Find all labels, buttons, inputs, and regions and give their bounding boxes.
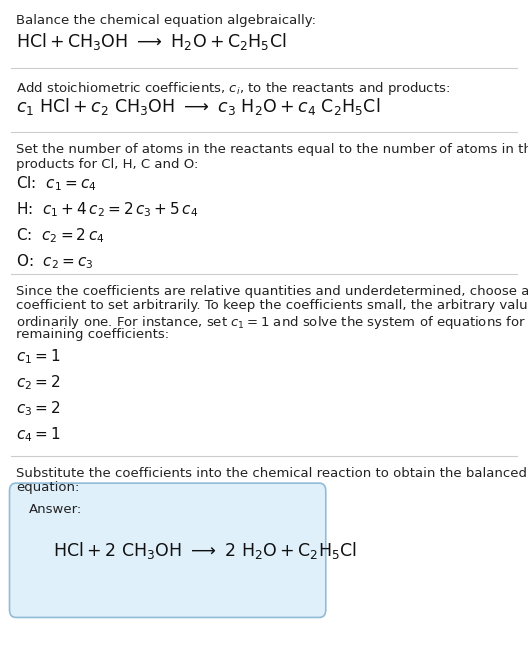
Text: remaining coefficients:: remaining coefficients: — [16, 328, 169, 341]
Text: equation:: equation: — [16, 481, 79, 494]
Text: Since the coefficients are relative quantities and underdetermined, choose a: Since the coefficients are relative quan… — [16, 285, 528, 298]
Text: coefficient to set arbitrarily. To keep the coefficients small, the arbitrary va: coefficient to set arbitrarily. To keep … — [16, 299, 528, 312]
Text: products for Cl, H, C and O:: products for Cl, H, C and O: — [16, 158, 198, 171]
Text: Set the number of atoms in the reactants equal to the number of atoms in the: Set the number of atoms in the reactants… — [16, 143, 528, 156]
Text: H:  $c_1 + 4\,c_2 = 2\,c_3 + 5\,c_4$: H: $c_1 + 4\,c_2 = 2\,c_3 + 5\,c_4$ — [16, 200, 198, 219]
FancyBboxPatch shape — [10, 483, 326, 617]
Text: $c_2 = 2$: $c_2 = 2$ — [16, 373, 60, 392]
Text: $c_1 = 1$: $c_1 = 1$ — [16, 347, 60, 366]
Text: Add stoichiometric coefficients, $c_i$, to the reactants and products:: Add stoichiometric coefficients, $c_i$, … — [16, 80, 450, 96]
Text: $\mathrm{HCl + CH_3OH\ \longrightarrow\ H_2O + C_2H_5Cl}$: $\mathrm{HCl + CH_3OH\ \longrightarrow\ … — [16, 31, 286, 52]
Text: $\mathrm{HCl + 2\ CH_3OH\ \longrightarrow\ 2\ H_2O + C_2H_5Cl}$: $\mathrm{HCl + 2\ CH_3OH\ \longrightarro… — [53, 540, 357, 561]
Text: O:  $c_2 = c_3$: O: $c_2 = c_3$ — [16, 252, 93, 271]
Text: $c_1\ \mathrm{HCl} + c_2\ \mathrm{CH_3OH}\ \longrightarrow\ c_3\ \mathrm{H_2O} +: $c_1\ \mathrm{HCl} + c_2\ \mathrm{CH_3OH… — [16, 96, 380, 117]
Text: C:  $c_2 = 2\,c_4$: C: $c_2 = 2\,c_4$ — [16, 226, 105, 245]
Text: Answer:: Answer: — [29, 503, 82, 516]
Text: ordinarily one. For instance, set $c_1 = 1$ and solve the system of equations fo: ordinarily one. For instance, set $c_1 =… — [16, 314, 528, 331]
Text: Substitute the coefficients into the chemical reaction to obtain the balanced: Substitute the coefficients into the che… — [16, 467, 527, 480]
Text: Cl:  $c_1 = c_4$: Cl: $c_1 = c_4$ — [16, 174, 97, 193]
Text: Balance the chemical equation algebraically:: Balance the chemical equation algebraica… — [16, 14, 316, 27]
Text: $c_4 = 1$: $c_4 = 1$ — [16, 425, 60, 444]
Text: $c_3 = 2$: $c_3 = 2$ — [16, 399, 60, 418]
